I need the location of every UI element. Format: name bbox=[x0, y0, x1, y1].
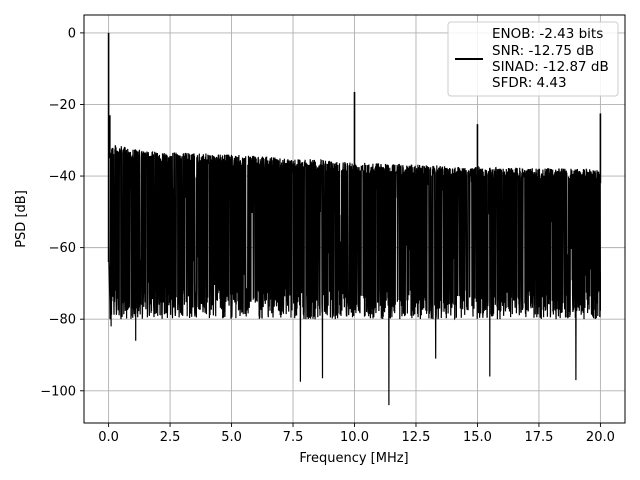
y-tick-label: −20 bbox=[49, 98, 76, 113]
legend: ENOB: -2.43 bits SNR: -12.75 dB SINAD: -… bbox=[447, 21, 619, 97]
legend-entry-sinad: SINAD: -12.87 dB bbox=[492, 59, 609, 75]
y-tick-label: −40 bbox=[49, 170, 76, 185]
x-tick-label: 20.0 bbox=[586, 430, 615, 445]
plot-area bbox=[107, 32, 602, 406]
x-tick-label: 2.5 bbox=[160, 430, 181, 445]
y-tick-label: −100 bbox=[40, 384, 76, 399]
y-axis-label: PSD [dB] bbox=[14, 190, 29, 248]
psd-trace bbox=[108, 145, 601, 406]
legend-box bbox=[447, 21, 619, 97]
x-axis-ticks: 0.0 2.5 5.0 7.5 10.0 12.5 15.0 17.5 20.0 bbox=[98, 423, 615, 445]
y-tick-label: 0 bbox=[68, 26, 76, 41]
y-axis-ticks: 0 −20 −40 −60 −80 −100 bbox=[40, 26, 84, 399]
y-tick-label: −60 bbox=[49, 241, 76, 256]
x-axis-label: Frequency [MHz] bbox=[299, 451, 408, 466]
legend-entry-sfdr: SFDR: 4.43 bbox=[492, 75, 567, 91]
x-tick-label: 10.0 bbox=[340, 430, 369, 445]
x-tick-label: 15.0 bbox=[463, 430, 492, 445]
x-tick-label: 17.5 bbox=[524, 430, 553, 445]
y-tick-label: −80 bbox=[49, 313, 76, 328]
x-tick-label: 5.0 bbox=[221, 430, 242, 445]
x-tick-label: 0.0 bbox=[98, 430, 119, 445]
legend-entry-snr: SNR: -12.75 dB bbox=[492, 43, 594, 59]
x-tick-label: 7.5 bbox=[283, 430, 304, 445]
x-tick-label: 12.5 bbox=[402, 430, 431, 445]
legend-entry-enob: ENOB: -2.43 bits bbox=[492, 26, 603, 42]
